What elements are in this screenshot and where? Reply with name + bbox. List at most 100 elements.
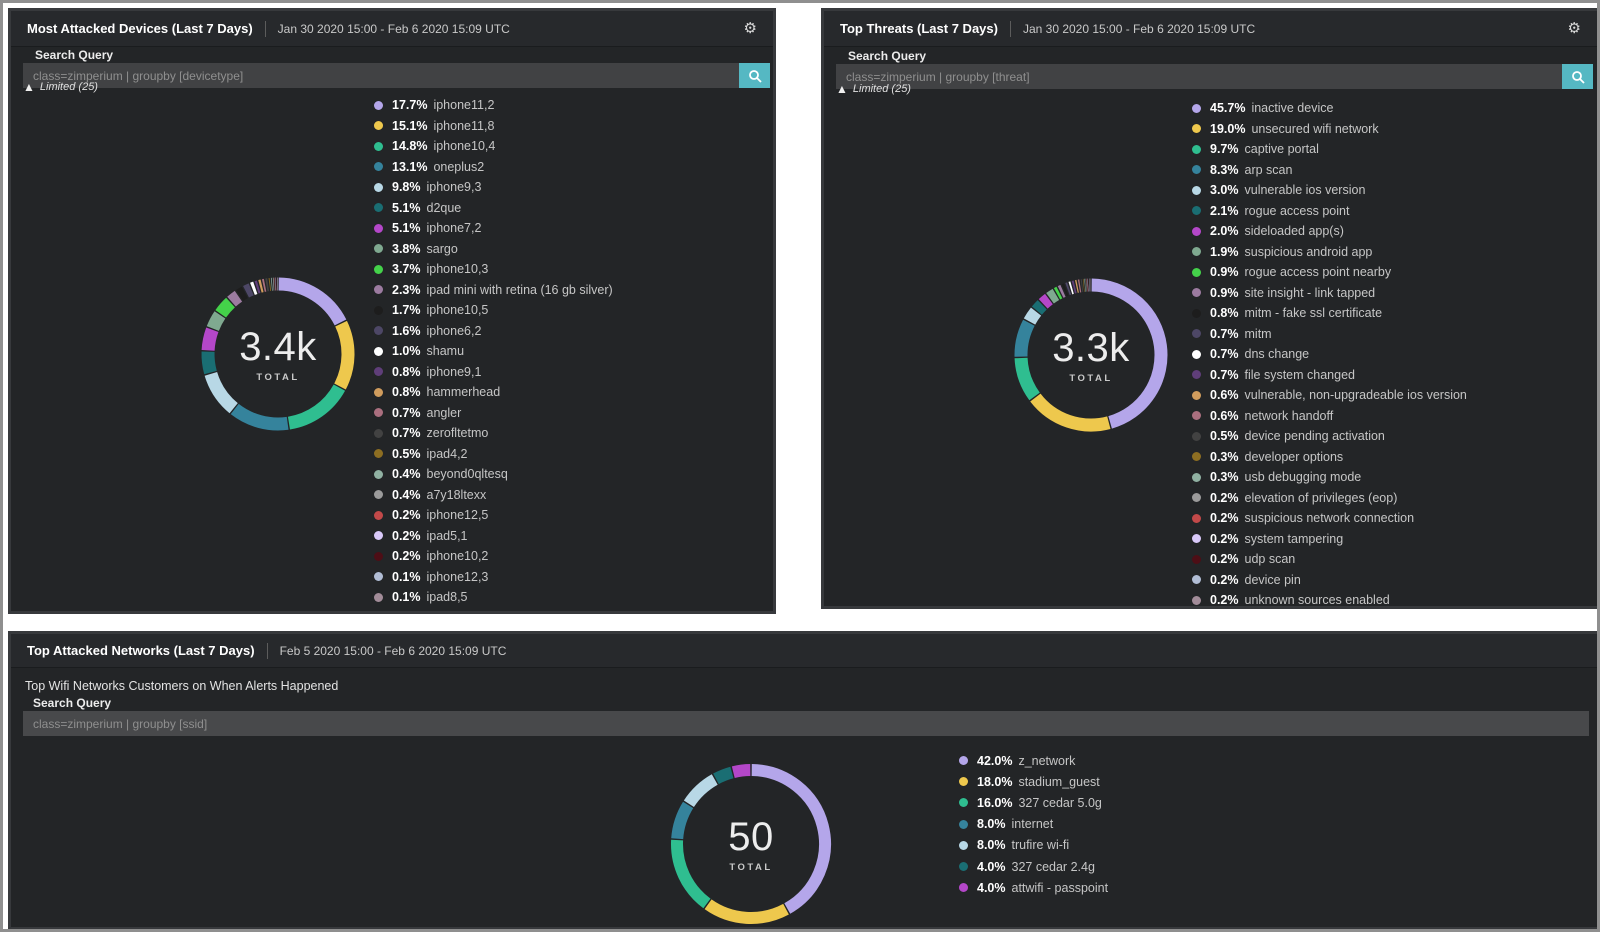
donut-segment[interactable] xyxy=(204,371,239,414)
legend-item[interactable]: 14.8% iphone10,4 xyxy=(374,136,613,157)
legend-item[interactable]: 17.7% iphone11,2 xyxy=(374,95,613,116)
donut-segment[interactable] xyxy=(713,766,734,785)
legend-item[interactable]: 5.1% iphone7,2 xyxy=(374,218,613,239)
donut-segment[interactable] xyxy=(227,290,243,307)
donut-segment[interactable] xyxy=(215,297,236,318)
donut-segment[interactable] xyxy=(1065,282,1072,296)
donut-segment[interactable] xyxy=(1053,286,1063,300)
legend-item[interactable]: 45.7% inactive device xyxy=(1192,98,1467,119)
legend-item[interactable]: 0.3% usb debugging mode xyxy=(1192,467,1467,488)
legend-item[interactable]: 8.0% trufire wi-fi xyxy=(959,835,1108,856)
legend-item[interactable]: 0.1% iphone12,3 xyxy=(374,567,613,588)
legend-item[interactable]: 0.2% suspicious network connection xyxy=(1192,508,1467,529)
donut-segment[interactable] xyxy=(1014,357,1040,401)
legend-item[interactable]: 0.7% angler xyxy=(374,403,613,424)
legend-item[interactable]: 2.0% sideloaded app(s) xyxy=(1192,221,1467,242)
legend-item[interactable]: 0.2% ipad5,1 xyxy=(374,526,613,547)
legend-item[interactable]: 3.7% iphone10,3 xyxy=(374,259,613,280)
legend-item[interactable]: 0.6% network handoff xyxy=(1192,406,1467,427)
donut-segment[interactable] xyxy=(1014,319,1035,357)
legend-item[interactable]: 0.2% device pin xyxy=(1192,570,1467,591)
legend-item[interactable]: 0.2% iphone10,2 xyxy=(374,546,613,567)
settings-gear-button[interactable]: ⚙ xyxy=(1568,21,1581,36)
search-button[interactable] xyxy=(1562,64,1593,89)
donut-segment[interactable] xyxy=(334,320,355,390)
legend-item[interactable]: 16.0% 327 cedar 5.0g xyxy=(959,792,1108,813)
legend-item[interactable]: 0.4% beyond0qltesq xyxy=(374,464,613,485)
legend-item[interactable]: 13.1% oneplus2 xyxy=(374,157,613,178)
legend-item[interactable]: 2.1% rogue access point xyxy=(1192,201,1467,222)
legend-item[interactable]: 18.0% stadium_guest xyxy=(959,771,1108,792)
donut-segment[interactable] xyxy=(254,280,261,294)
legend-item[interactable]: 8.0% internet xyxy=(959,814,1108,835)
legend-item[interactable]: 1.6% iphone6,2 xyxy=(374,321,613,342)
legend-item[interactable]: 0.2% unknown sources enabled xyxy=(1192,590,1467,611)
donut-segment[interactable] xyxy=(671,839,711,909)
donut-segment[interactable] xyxy=(206,311,226,332)
legend-item[interactable]: 0.5% device pending activation xyxy=(1192,426,1467,447)
legend-item[interactable]: 0.5% ipad4,2 xyxy=(374,444,613,465)
search-button[interactable] xyxy=(739,63,770,88)
search-query-input[interactable] xyxy=(23,711,1589,736)
legend-item[interactable]: 5.1% d2que xyxy=(374,198,613,219)
legend-item[interactable]: 0.2% iphone12,5 xyxy=(374,505,613,526)
donut-segment[interactable] xyxy=(1038,293,1053,309)
donut-segment[interactable] xyxy=(1057,284,1066,298)
donut-segment[interactable] xyxy=(250,281,258,295)
legend-item[interactable]: 0.9% rogue access point nearby xyxy=(1192,262,1467,283)
donut-segment[interactable] xyxy=(731,764,751,779)
legend-item[interactable]: 0.8% iphone9,1 xyxy=(374,362,613,383)
legend-item[interactable]: 1.9% suspicious android app xyxy=(1192,242,1467,263)
legend-item[interactable]: 0.7% dns change xyxy=(1192,344,1467,365)
legend-item[interactable]: 0.6% vulnerable, non-upgradeable ios vers… xyxy=(1192,385,1467,406)
legend-item[interactable]: 0.2% system tampering xyxy=(1192,529,1467,550)
donut-chart[interactable]: 50 TOTAL xyxy=(663,756,839,929)
legend-item[interactable]: 3.8% sargo xyxy=(374,239,613,260)
legend-item[interactable]: 9.8% iphone9,3 xyxy=(374,177,613,198)
donut-segment[interactable] xyxy=(201,351,217,375)
donut-segment[interactable] xyxy=(278,277,347,326)
legend-item[interactable]: 0.7% mitm xyxy=(1192,324,1467,345)
legend-item[interactable]: 9.7% captive portal xyxy=(1192,139,1467,160)
legend-item[interactable]: 1.7% iphone10,5 xyxy=(374,300,613,321)
legend-item[interactable]: 0.4% a7y18ltexx xyxy=(374,485,613,506)
legend-item[interactable]: 4.0% attwifi - passpoint xyxy=(959,877,1108,898)
legend-item[interactable]: 0.2% udp scan xyxy=(1192,549,1467,570)
donut-segment[interactable] xyxy=(287,384,346,430)
donut-segment[interactable] xyxy=(683,774,718,808)
donut-segment[interactable] xyxy=(235,286,248,301)
legend-item[interactable]: 4.0% 327 cedar 2.4g xyxy=(959,856,1108,877)
donut-segment[interactable] xyxy=(201,327,219,351)
legend-item[interactable]: 0.1% ipad8,5 xyxy=(374,587,613,608)
donut-chart[interactable]: 3.3k TOTAL xyxy=(1006,270,1176,440)
legend-item[interactable]: 1.0% shamu xyxy=(374,341,613,362)
legend-item[interactable]: 8.3% arp scan xyxy=(1192,160,1467,181)
settings-gear-button[interactable]: ⚙ xyxy=(744,21,757,36)
donut-segment[interactable] xyxy=(258,279,264,293)
donut-segment[interactable] xyxy=(243,283,254,298)
donut-segment[interactable] xyxy=(1030,393,1111,432)
legend-item[interactable]: 0.8% hammerhead xyxy=(374,382,613,403)
donut-segment[interactable] xyxy=(671,801,694,840)
donut-segment[interactable] xyxy=(1023,307,1042,325)
donut-segment[interactable] xyxy=(751,764,831,914)
legend-item[interactable]: 0.3% developer options xyxy=(1192,447,1467,468)
legend-item[interactable]: 19.0% unsecured wifi network xyxy=(1192,119,1467,140)
legend-item[interactable]: 0.8% mitm - fake ssl certificate xyxy=(1192,303,1467,324)
legend-item[interactable]: 3.0% vulnerable ios version xyxy=(1192,180,1467,201)
legend-item[interactable]: 2.3% ipad mini with retina (16 gb silver) xyxy=(374,280,613,301)
donut-chart[interactable]: 3.4k TOTAL xyxy=(193,269,363,439)
donut-segment[interactable] xyxy=(1061,283,1069,297)
legend-item[interactable]: 0.7% file system changed xyxy=(1192,365,1467,386)
donut-segment[interactable] xyxy=(1091,278,1168,429)
donut-segment[interactable] xyxy=(1031,300,1047,315)
donut-segment[interactable] xyxy=(1046,288,1060,304)
donut-segment[interactable] xyxy=(704,899,789,924)
donut-segment[interactable] xyxy=(230,403,289,431)
legend-item[interactable]: 0.7% zerofltetmo xyxy=(374,423,613,444)
legend-item[interactable]: 0.9% site insight - link tapped xyxy=(1192,283,1467,304)
search-query-input[interactable] xyxy=(23,63,739,88)
legend-item[interactable]: 42.0% z_network xyxy=(959,750,1108,771)
legend-item[interactable]: 0.2% elevation of privileges (eop) xyxy=(1192,488,1467,509)
search-query-input[interactable] xyxy=(836,64,1562,89)
